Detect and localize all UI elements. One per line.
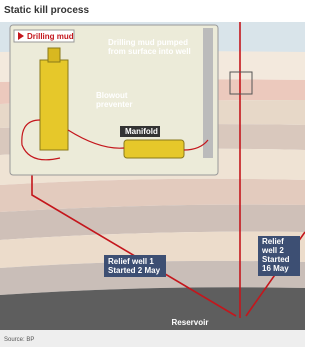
text-line: Drilling mud pumped: [108, 38, 188, 47]
legend-label: Drilling mud: [27, 32, 74, 41]
text-line: preventer: [96, 100, 132, 109]
text-line: 16 May: [262, 264, 289, 273]
text-line: Started 2 May: [108, 266, 161, 275]
text-line: Started: [262, 255, 290, 264]
diagram: Static kill process Drilling mud Drillin…: [0, 0, 305, 347]
source: Source: BP: [4, 337, 34, 343]
text-line: well 2: [261, 246, 284, 255]
text-line: Relief: [262, 237, 284, 246]
manifold-label: Manifold: [125, 127, 158, 136]
text-line: Blowout: [96, 91, 128, 100]
title: Static kill process: [4, 5, 89, 16]
reservoir-label: Reservoir: [172, 318, 209, 327]
text-line: from surface into well: [108, 47, 191, 56]
text-line: Relief well 1: [108, 257, 154, 266]
